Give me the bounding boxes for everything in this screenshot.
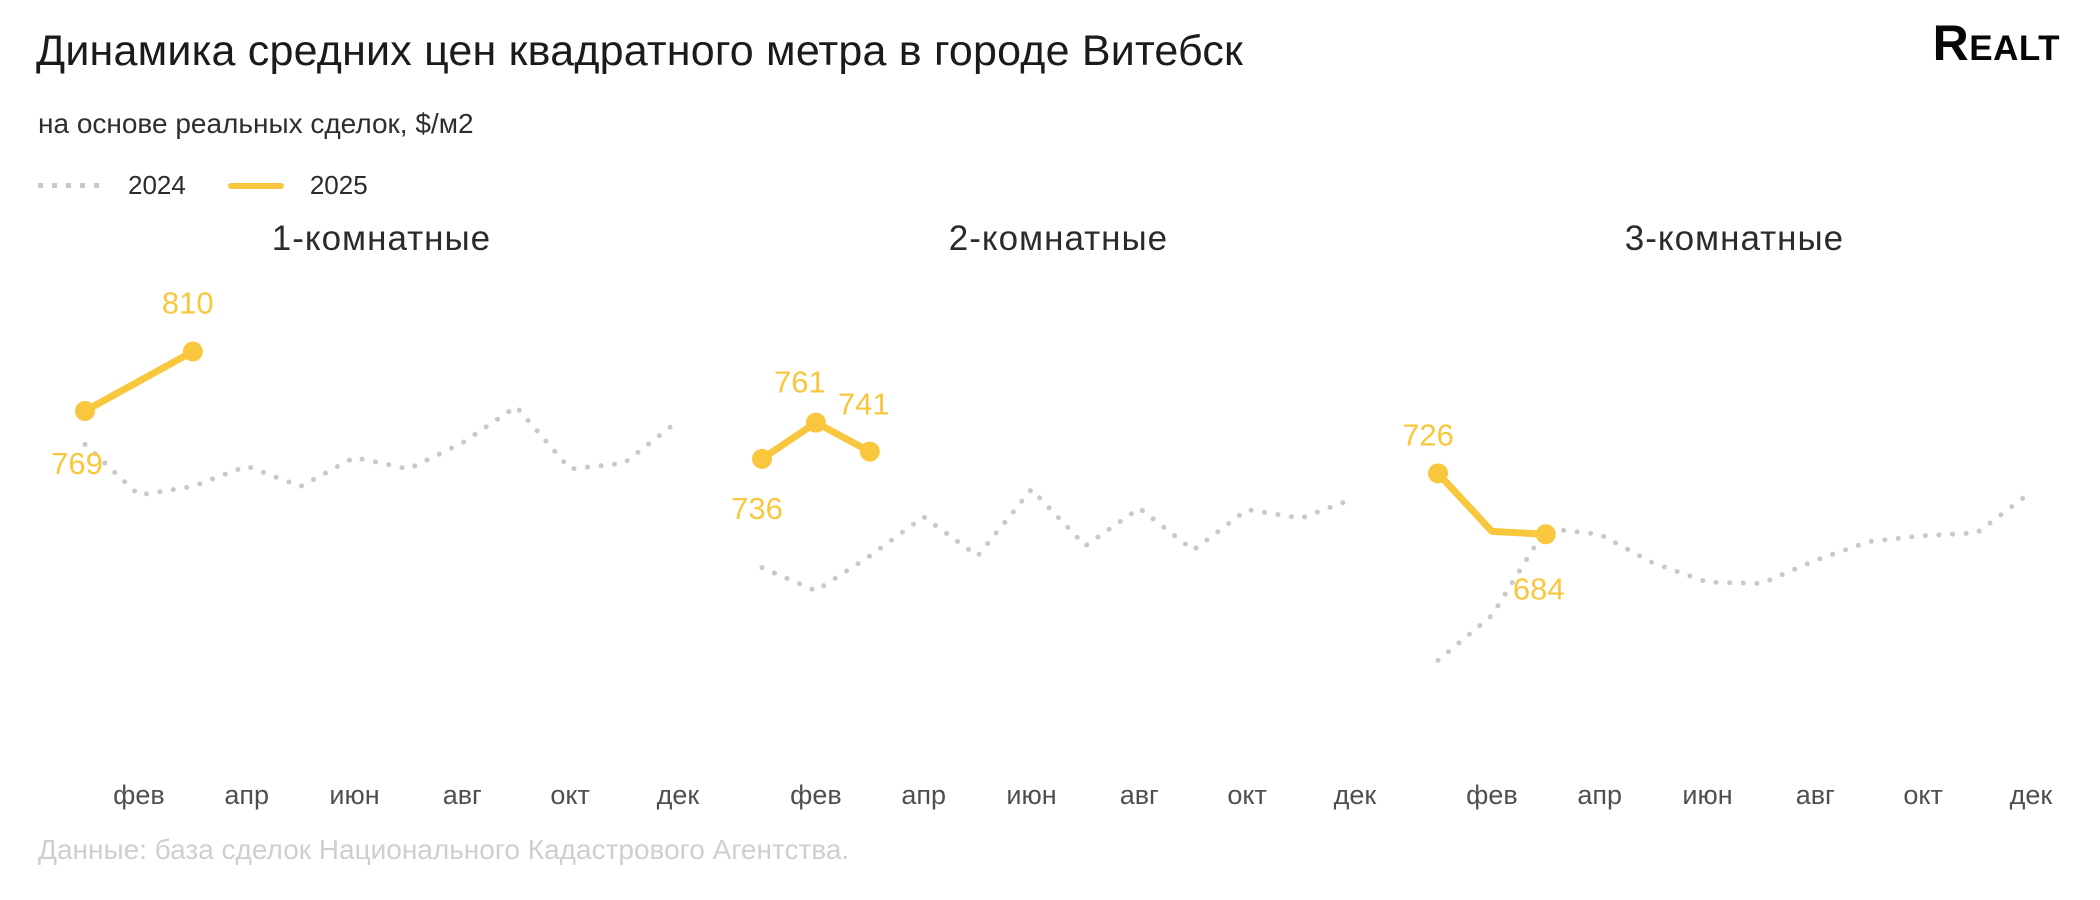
x-axis-label: авг bbox=[443, 780, 482, 810]
x-axis-label: апр bbox=[1577, 780, 1622, 810]
data-point-marker bbox=[805, 412, 826, 433]
data-point-marker bbox=[1535, 524, 1556, 545]
data-point-marker bbox=[1428, 463, 1448, 484]
panel-title: 2-комнатные bbox=[949, 219, 1168, 258]
x-axis-label: фев bbox=[113, 780, 165, 810]
value-label: 741 bbox=[838, 387, 890, 422]
series-2025-line bbox=[1434, 469, 1550, 538]
panel-title: 1-комнатные bbox=[272, 219, 491, 258]
value-label: 761 bbox=[774, 365, 826, 400]
data-point-marker bbox=[859, 441, 880, 462]
series-2024-line bbox=[82, 404, 681, 498]
x-axis-label: фев bbox=[1466, 780, 1518, 810]
x-axis-label: окт bbox=[1903, 780, 1943, 810]
realt-logo: Realt bbox=[1932, 15, 2060, 71]
x-axis-label: авг bbox=[1120, 780, 1159, 810]
data-point-marker bbox=[75, 401, 95, 421]
legend-item-2024: 2024 bbox=[38, 170, 186, 201]
data-point-marker bbox=[752, 448, 772, 469]
value-label: 726 bbox=[1402, 417, 1454, 452]
legend-swatch-2025 bbox=[227, 182, 284, 189]
panel-title: 3-комнатные bbox=[1625, 219, 1844, 258]
x-axis-label: дек bbox=[2010, 780, 2053, 810]
legend-swatch-2024 bbox=[38, 183, 102, 188]
legend-label-2025: 2025 bbox=[309, 170, 368, 200]
legend-label-2024: 2024 bbox=[128, 170, 186, 200]
data-point-marker bbox=[182, 341, 203, 362]
x-axis-label: фев bbox=[790, 780, 842, 810]
legend-item-2025: 2025 bbox=[227, 170, 368, 201]
value-label: 769 bbox=[51, 446, 103, 481]
value-label: 684 bbox=[1513, 571, 1565, 606]
x-axis-label: авг bbox=[1796, 780, 1835, 810]
x-axis-label: апр bbox=[901, 780, 946, 810]
page-subtitle: на основе реальных сделок, $/м2 bbox=[38, 108, 474, 139]
x-axis-label: окт bbox=[1227, 780, 1267, 810]
x-axis-label: окт bbox=[550, 780, 590, 810]
x-axis-label: июн bbox=[329, 780, 379, 810]
x-axis-label: июн bbox=[1682, 780, 1732, 810]
x-axis-label: дек bbox=[1334, 780, 1377, 810]
legend: 2024 2025 bbox=[38, 170, 368, 201]
x-axis-label: апр bbox=[224, 780, 269, 810]
series-2025-line bbox=[81, 348, 197, 415]
value-label: 736 bbox=[731, 491, 783, 526]
page-title: Динамика средних цен квадратного метра в… bbox=[36, 27, 1244, 75]
data-source-note: Данные: база сделок Национального Кадаст… bbox=[38, 834, 850, 865]
value-label: 810 bbox=[162, 286, 214, 321]
x-axis-label: дек bbox=[657, 780, 700, 810]
series-2024-line bbox=[759, 486, 1358, 594]
x-axis-label: июн bbox=[1006, 780, 1056, 810]
